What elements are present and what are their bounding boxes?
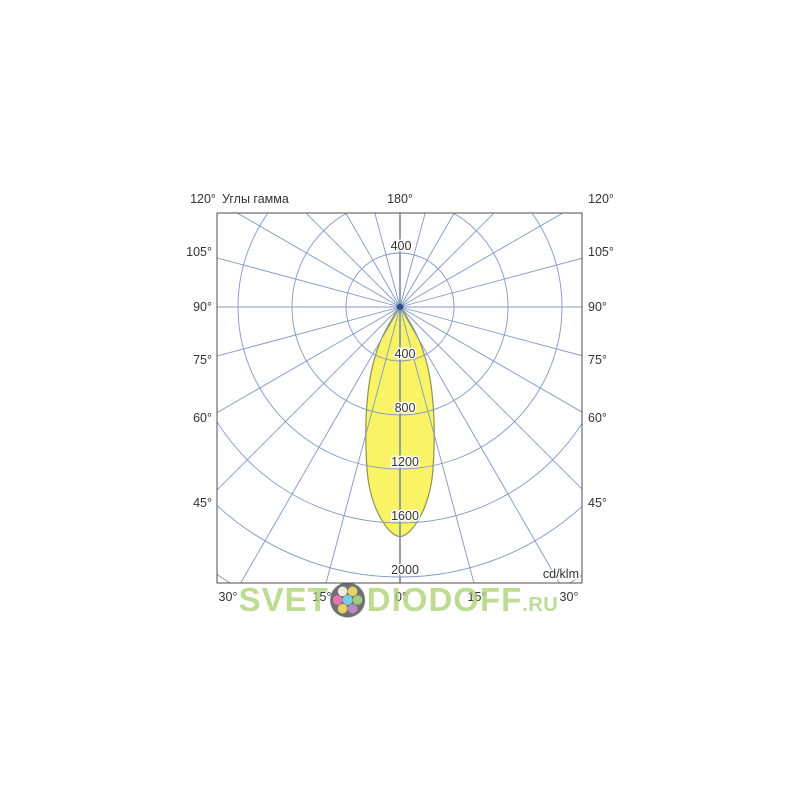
unit-label: cd/klm [543, 567, 579, 581]
left-angle-label: 45° [193, 496, 212, 510]
radial-tick-label: 2000 [391, 563, 419, 577]
origin-dot [396, 303, 404, 311]
bottom-angle-label: 15° [468, 590, 487, 604]
radial-tick-label: 400 [391, 239, 412, 253]
radial-tick-label: 1200 [391, 455, 419, 469]
chart-title: Углы гамма [222, 192, 289, 206]
right-angle-label: 45° [588, 496, 607, 510]
right-angle-label: 105° [588, 245, 614, 259]
top-angle-label: 180° [387, 192, 413, 206]
svetodiodoff-watermark: SVET DIODOFF .RU [239, 582, 559, 618]
top-angle-label: 120° [190, 192, 216, 206]
left-angle-label: 105° [186, 245, 212, 259]
left-angle-label: 75° [193, 353, 212, 367]
watermark-text-ru: .RU [522, 594, 559, 616]
left-angle-label: 60° [193, 411, 212, 425]
bottom-angle-label: 30° [219, 590, 238, 604]
radial-tick-label: 800 [395, 401, 416, 415]
right-angle-label: 90° [588, 300, 607, 314]
right-angle-label: 75° [588, 353, 607, 367]
bottom-angle-label: 0° [395, 590, 407, 604]
top-angle-label: 120° [588, 192, 614, 206]
radial-tick-label: 400 [395, 347, 416, 361]
watermark-text-svet: SVET [238, 581, 329, 618]
left-angle-label: 90° [193, 300, 212, 314]
plot-border [216, 212, 583, 584]
right-angle-label: 60° [588, 411, 607, 425]
bottom-angle-label: 15° [313, 590, 332, 604]
svetodiodoff-logo-icon [330, 582, 366, 618]
watermark-text-diodoff: DIODOFF [366, 581, 523, 618]
bottom-angle-label: 30° [560, 590, 579, 604]
radial-tick-label: 1600 [391, 509, 419, 523]
